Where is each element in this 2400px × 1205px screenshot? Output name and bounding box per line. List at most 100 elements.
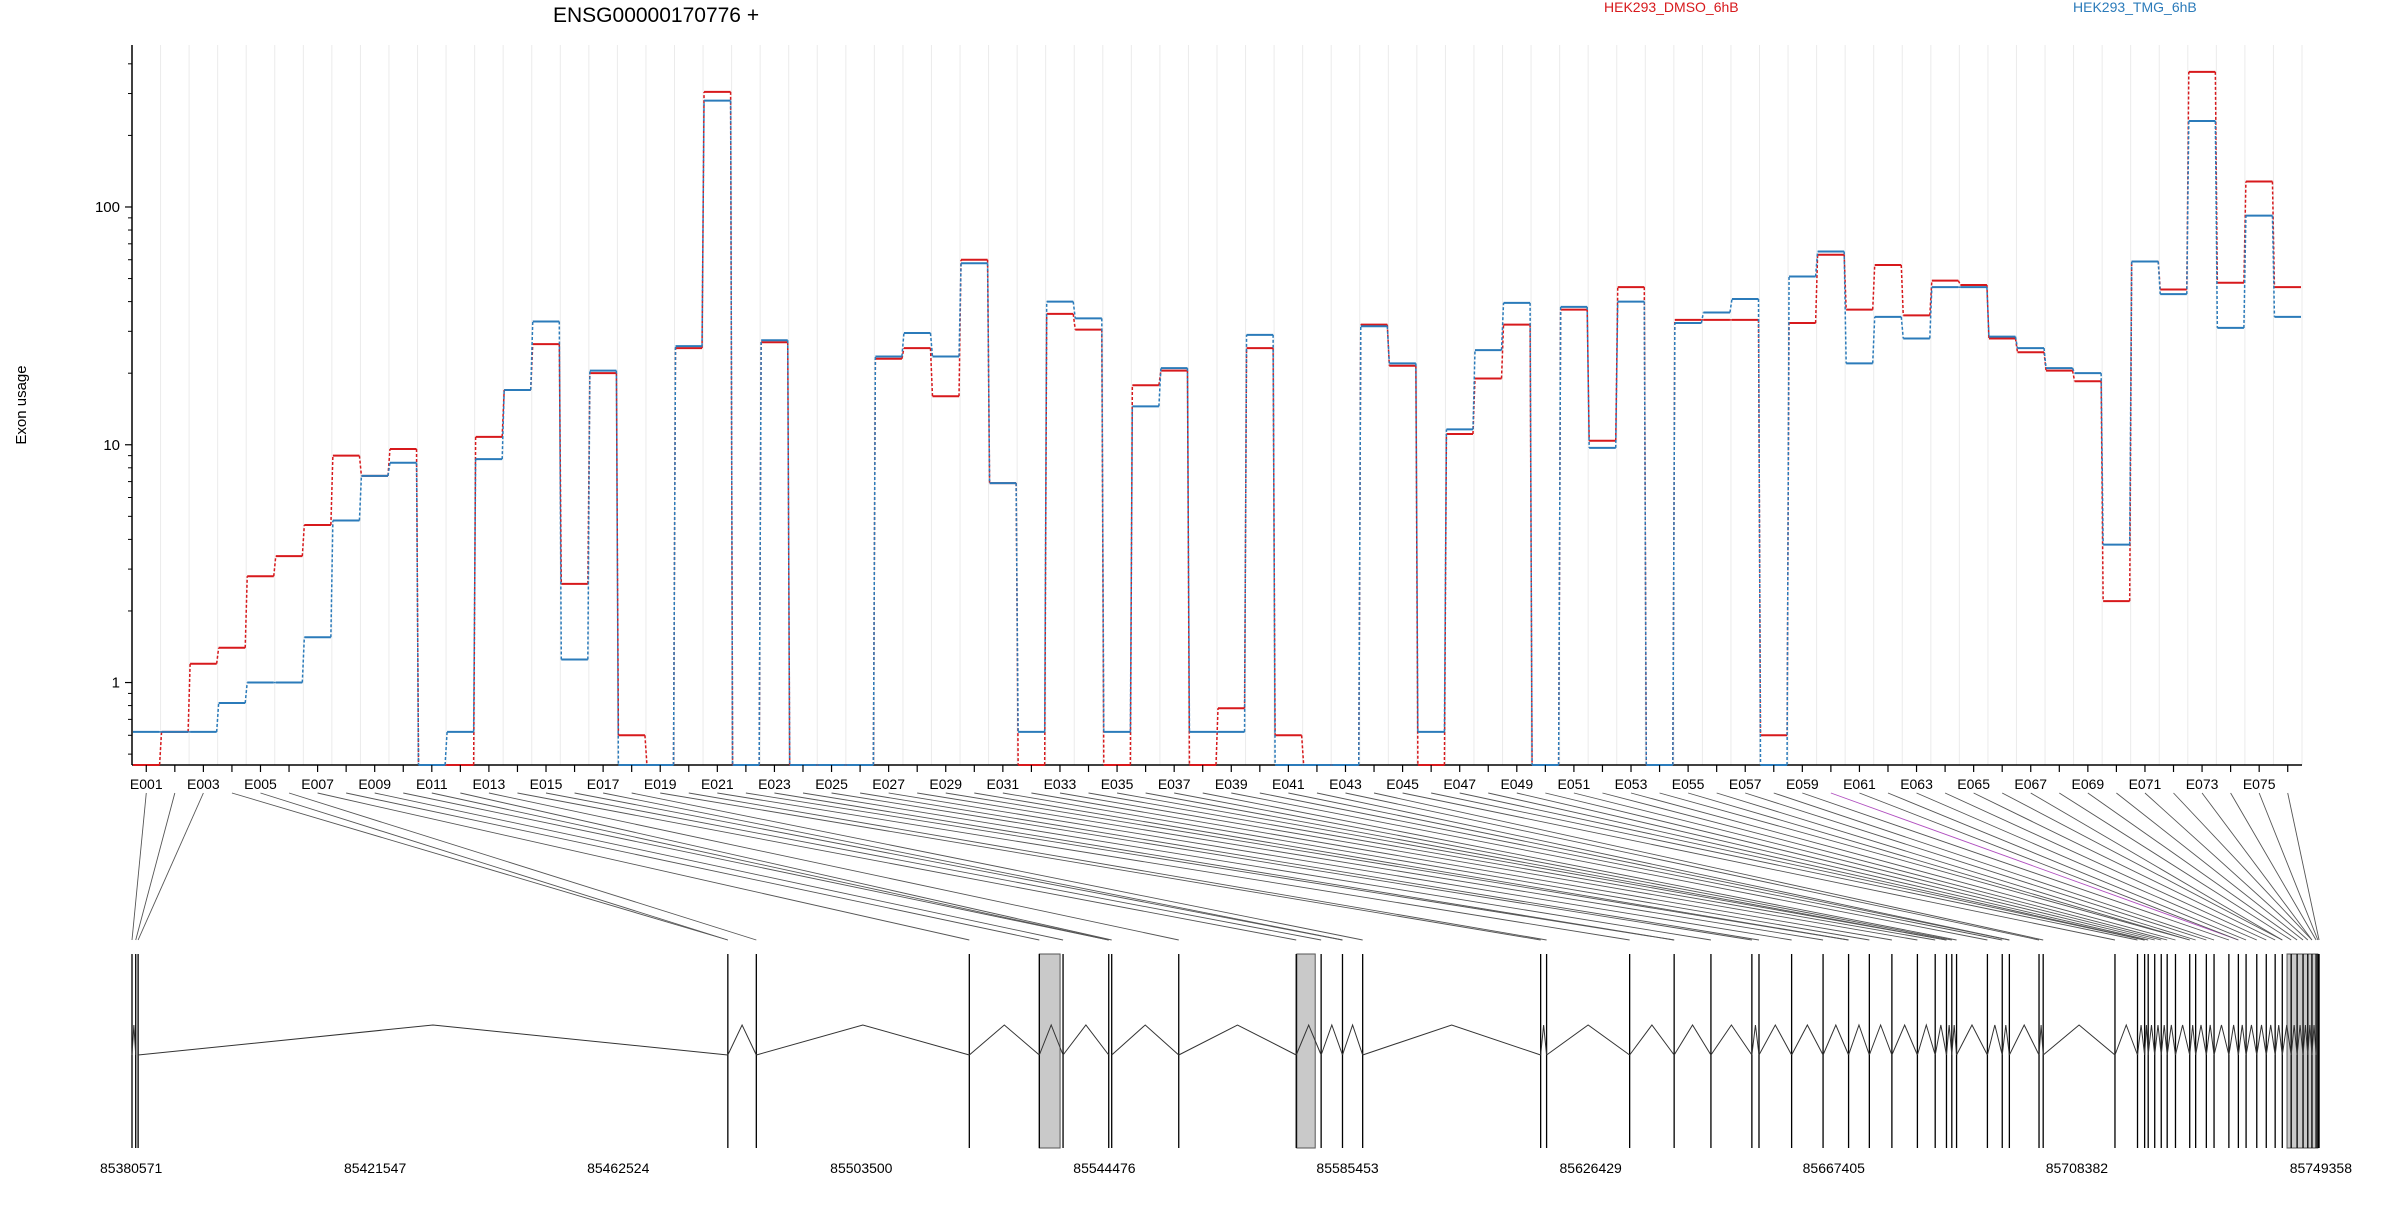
exon-link-line [1630, 792, 2176, 941]
series-connector [558, 321, 563, 660]
exon-link-line [545, 792, 1322, 941]
series-connector [244, 576, 248, 648]
series-connector [2271, 215, 2276, 317]
exon-link-line [1916, 792, 2257, 941]
exon-link-line [2173, 792, 2313, 941]
genomic-coordinate-label: 85749358 [2290, 1160, 2353, 1176]
series-connector [2043, 348, 2047, 369]
x-tick-label: E039 [1215, 776, 1248, 792]
intron-chevron [2205, 1024, 2215, 1056]
intron-chevron [2042, 1024, 2116, 1056]
intron-chevron [1062, 1024, 1110, 1056]
series-connector [415, 448, 420, 766]
series-connector [1101, 318, 1105, 732]
exon-link-line [2059, 792, 2292, 941]
exon-link-line [317, 792, 970, 941]
series-connector [1186, 370, 1191, 766]
series-connector [1929, 287, 1933, 339]
exon-link-line [288, 792, 757, 941]
exon-link-lines [131, 792, 2320, 941]
exon-link-line [1716, 792, 2196, 941]
intron-chevron [1629, 1024, 1675, 1056]
series-connector [1472, 350, 1476, 430]
intron-chevron [2311, 1024, 2317, 1056]
series-connector [1243, 334, 1248, 732]
exon-link-line [1602, 792, 2168, 941]
x-tick-label: E059 [1786, 776, 1819, 792]
exon-link-line [2144, 792, 2309, 941]
series-tmg [133, 99, 2301, 766]
intron-chevron [2290, 1024, 2298, 1056]
exon-link-line [1973, 792, 2276, 941]
intron-chevron [756, 1024, 970, 1056]
intron-chevron [2302, 1024, 2309, 1056]
exon-link-line [831, 792, 1752, 941]
exon-link-line [137, 792, 204, 941]
series-connector [1871, 264, 1876, 310]
intron-chevron [1178, 1024, 1297, 1056]
exon-link-line [717, 792, 1630, 941]
series-connector [2014, 336, 2019, 349]
series-connector [273, 556, 277, 577]
intron-chevron [2001, 1024, 2010, 1056]
series-connector [1215, 708, 1219, 766]
genomic-coordinate-labels: 85380571 85421547 85462524 85503500 85544476… [100, 1160, 2352, 1176]
series-connector [786, 340, 791, 766]
exon-link-line [1116, 792, 1947, 941]
intron-chevron [1945, 1024, 1953, 1056]
intron-chevron [1916, 1023, 1936, 1056]
series-connector [1557, 306, 1562, 766]
exon-link-line [374, 792, 1064, 941]
intron-chevron [2008, 1023, 2040, 1056]
series-connector [2071, 370, 2076, 382]
series-connector [1900, 316, 1905, 339]
x-axis-ticks: E001 E003 E005 E007 E009 E011 E013 E015 E017 E019… [130, 765, 2289, 792]
series-connector [1500, 302, 1505, 351]
gene-model [131, 953, 2320, 1149]
series-connector [701, 100, 705, 347]
series-connector [1700, 312, 1705, 324]
series-connector [1529, 302, 1533, 766]
series-connector [158, 731, 163, 766]
exon-link-line [460, 792, 1112, 941]
exon-link-line [231, 792, 728, 941]
axes: 1 10 100 [95, 45, 2302, 766]
intron-chevron [138, 1024, 728, 1056]
x-tick-label: E053 [1615, 776, 1648, 792]
exon-link-line [603, 792, 1343, 941]
x-tick-label: E017 [587, 776, 620, 792]
x-tick-label: E033 [1044, 776, 1077, 792]
intron-chevron [1868, 1023, 1893, 1056]
intron-chevron [1362, 1024, 1541, 1056]
series-connector [1672, 323, 1676, 766]
exon-link-line [1373, 792, 2044, 941]
x-tick-label: E011 [416, 776, 448, 792]
exon-link-line [517, 792, 1297, 941]
exon-link-line [2116, 792, 2304, 941]
exon-link-line [131, 792, 147, 941]
series-lines [133, 70, 2301, 766]
exon-link-line [660, 792, 1541, 941]
genomic-coordinate-label: 85380571 [100, 1160, 163, 1176]
exon-link-line [2230, 792, 2317, 941]
series-connector [1272, 334, 1276, 766]
exon-link-line [888, 792, 1792, 941]
intron-chevron [2195, 1024, 2207, 1056]
x-tick-label: E043 [1329, 776, 1362, 792]
x-tick-label: E065 [1957, 776, 1990, 792]
x-tick-label: E029 [929, 776, 962, 792]
y-tick-label: 100 [95, 199, 120, 216]
x-tick-label: E069 [2072, 776, 2105, 792]
genomic-coordinate-label: 85585453 [1316, 1160, 1379, 1176]
series-connector [1757, 299, 1762, 766]
series-connector [1243, 348, 1248, 709]
y-tick-label: 1 [112, 675, 120, 692]
series-connector [958, 259, 962, 397]
series-connector [958, 263, 962, 357]
genomic-coordinate-label: 85626429 [1560, 1160, 1623, 1176]
series-connector [1015, 483, 1019, 732]
exon-link-line [1174, 792, 1952, 941]
gene-shaded-region [1038, 953, 1061, 1149]
series-connector [301, 637, 306, 683]
exon-link-line [1345, 792, 2040, 941]
